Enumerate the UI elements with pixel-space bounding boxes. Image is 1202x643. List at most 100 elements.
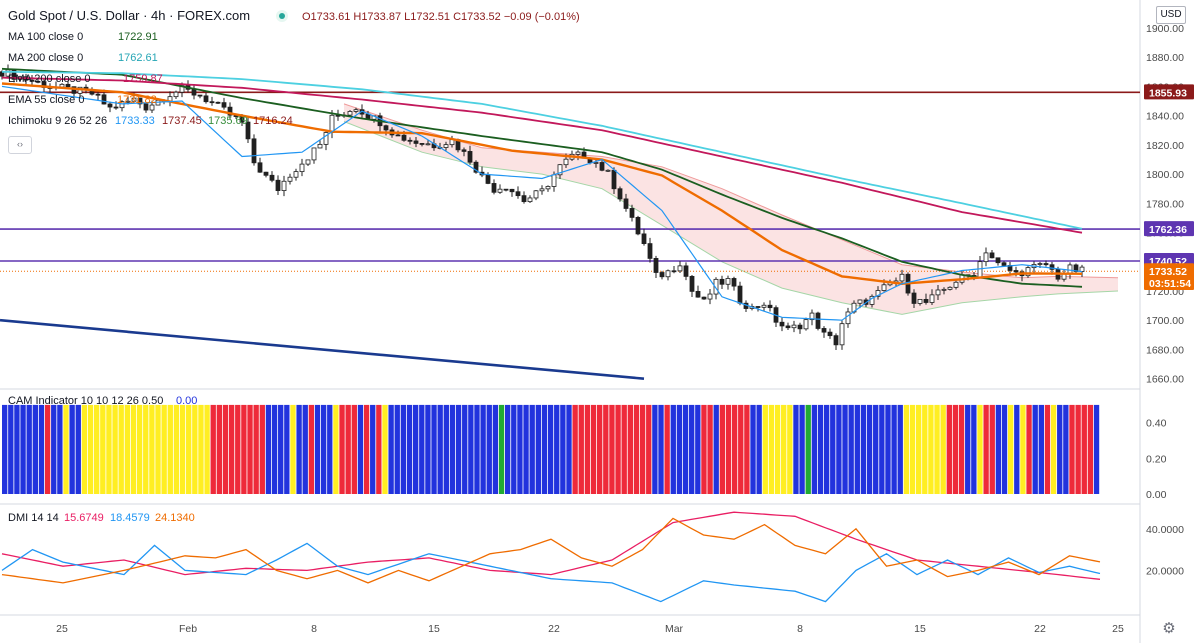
cam-bar	[560, 405, 565, 494]
cam-bar	[253, 405, 258, 494]
cam-bar	[321, 405, 326, 494]
candle-down	[990, 253, 994, 258]
legend-dmi-name[interactable]: DMI 14 14	[8, 512, 59, 524]
cam-bar	[346, 405, 351, 494]
legend-collapse-button[interactable]: ‹›	[8, 136, 32, 154]
cam-bar	[149, 405, 154, 494]
cam-bar	[1057, 405, 1062, 494]
candle-up	[528, 198, 532, 202]
cam-bar	[100, 405, 105, 494]
cam-bar	[585, 405, 590, 494]
cam-bar	[536, 405, 541, 494]
candle-up	[300, 164, 304, 171]
candle-down	[636, 217, 640, 234]
currency-button[interactable]: USD	[1156, 6, 1186, 24]
cam-bar	[615, 405, 620, 494]
candle-up	[984, 253, 988, 262]
candle-down	[204, 96, 208, 102]
candle-down	[630, 208, 634, 217]
x-tick-label: Feb	[179, 623, 197, 635]
cam-bar	[628, 405, 633, 494]
legend-ema55-name[interactable]: EMA 55 close 0	[8, 94, 84, 106]
cam-bar	[1094, 405, 1099, 494]
legend-cam-name[interactable]: CAM Indicator 10 10 12 26 0.50	[8, 395, 163, 407]
cam-bar	[714, 405, 719, 494]
cam-bar	[376, 405, 381, 494]
cam-bar	[947, 405, 952, 494]
cam-bar	[370, 405, 375, 494]
candle-down	[504, 189, 508, 190]
candle-down	[798, 325, 802, 329]
candle-up	[678, 266, 682, 271]
cam-bar	[1051, 405, 1056, 494]
cam-bar	[180, 405, 185, 494]
candle-up	[1038, 264, 1042, 265]
cam-bar	[419, 405, 424, 494]
candle-up	[348, 111, 352, 115]
cam-bar	[204, 405, 209, 494]
cam-bar	[119, 405, 124, 494]
candle-up	[306, 160, 310, 164]
cam-bar	[849, 405, 854, 494]
cam-bar	[695, 405, 700, 494]
candle-down	[612, 170, 616, 188]
candle-down	[924, 299, 928, 302]
cam-bar	[683, 405, 688, 494]
candle-down	[192, 89, 196, 95]
main-price-panel[interactable]	[0, 64, 1140, 378]
cam-bar	[450, 405, 455, 494]
cam-bar	[131, 405, 136, 494]
cam-bar	[671, 405, 676, 494]
cam-bar	[76, 405, 81, 494]
cam-bar	[664, 405, 669, 494]
symbol-title[interactable]: Gold Spot / U.S. Dollar · 4h · FOREX.com	[8, 8, 250, 23]
candle-up	[444, 145, 448, 148]
candle-down	[660, 272, 664, 276]
legend-ma100-name[interactable]: MA 100 close 0	[8, 31, 83, 43]
legend-ichimoku-name[interactable]: Ichimoku 9 26 52 26	[8, 115, 107, 127]
cam-bar	[1002, 405, 1007, 494]
cam-bar	[842, 405, 847, 494]
cam-bar	[211, 405, 216, 494]
candle-down	[468, 151, 472, 162]
x-tick-label: 25	[1112, 623, 1124, 635]
cam-bar	[523, 405, 528, 494]
cam-bar	[2, 405, 7, 494]
cam-indicator-panel[interactable]	[2, 405, 1099, 494]
cam-bar	[1082, 405, 1087, 494]
cam-bar	[996, 405, 1001, 494]
dmi-panel[interactable]	[2, 512, 1100, 601]
candle-down	[1044, 264, 1048, 265]
y-tick-label: 1800.00	[1146, 169, 1184, 181]
y-tick-label: 1660.00	[1146, 374, 1184, 386]
dmi-series-line	[2, 518, 1100, 583]
cam-bar	[168, 405, 173, 494]
cam-bar	[517, 405, 522, 494]
legend-ichimoku-value-1: 1733.33	[115, 115, 155, 127]
candle-up	[546, 186, 550, 188]
cam-bar	[530, 405, 535, 494]
legend-ma200-name[interactable]: MA 200 close 0	[8, 52, 83, 64]
candle-down	[996, 258, 1000, 263]
cam-bar	[112, 405, 117, 494]
cam-bar	[622, 405, 627, 494]
cam-bar	[413, 405, 418, 494]
cam-bar	[928, 405, 933, 494]
cam-bar	[217, 405, 222, 494]
cam-bar	[493, 405, 498, 494]
cam-bar	[14, 405, 19, 494]
legend-ma200-value: 1762.61	[118, 52, 158, 64]
cam-bar	[33, 405, 38, 494]
cam-bar	[763, 405, 768, 494]
legend-ema200-name[interactable]: EMA 200 close 0	[8, 73, 91, 85]
candle-down	[912, 293, 916, 303]
candle-down	[1014, 271, 1018, 272]
candle-down	[276, 180, 280, 190]
x-tick-label: 8	[311, 623, 317, 635]
candle-up	[426, 144, 430, 145]
gear-icon[interactable]: ⚙	[1160, 620, 1178, 638]
cam-bar	[818, 405, 823, 494]
cam-bar	[198, 405, 203, 494]
cam-bar	[855, 405, 860, 494]
